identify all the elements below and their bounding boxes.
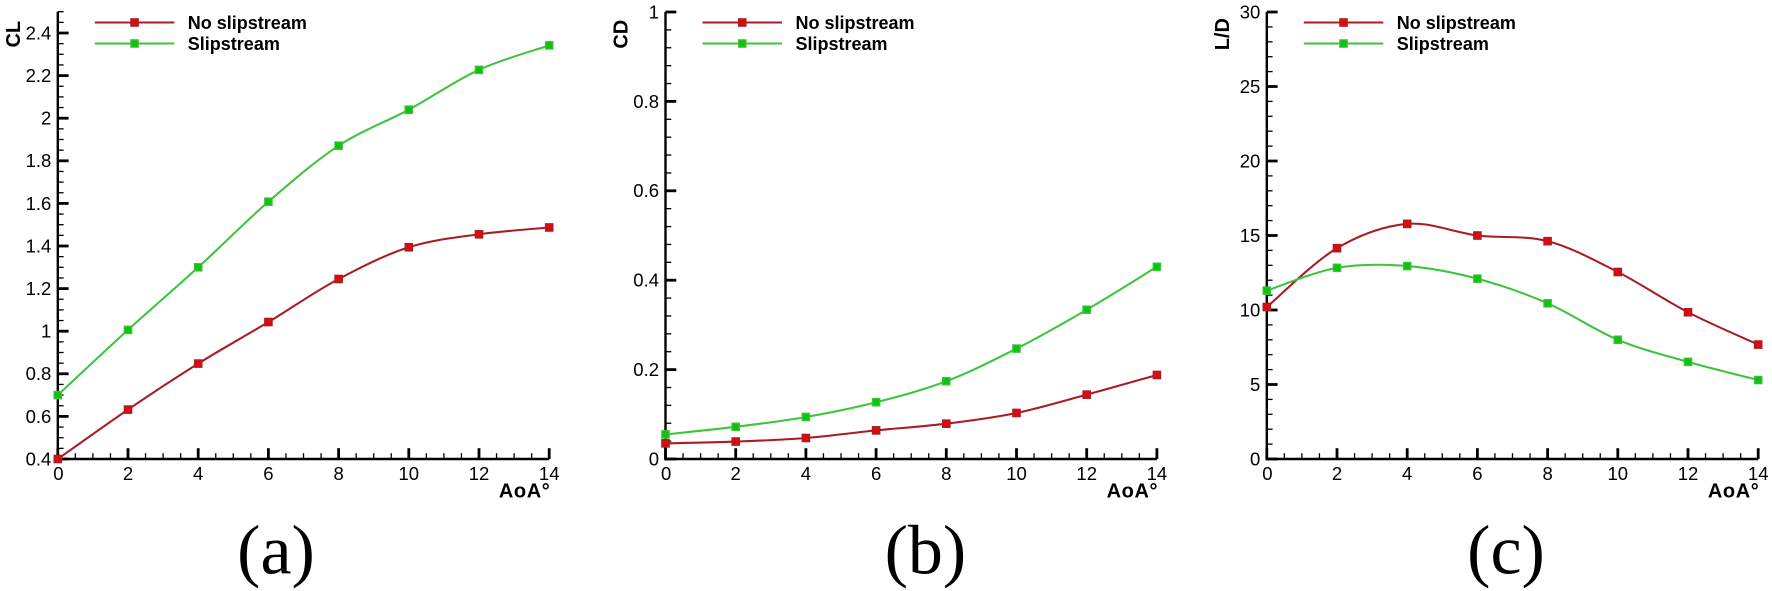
svg-text:(c): (c) <box>1467 513 1545 590</box>
svg-text:2.2: 2.2 <box>26 65 52 86</box>
svg-text:Slipstream: Slipstream <box>796 34 888 54</box>
svg-text:10: 10 <box>1608 463 1629 484</box>
svg-text:8: 8 <box>941 463 951 484</box>
svg-text:8: 8 <box>333 463 343 484</box>
svg-text:AoA°: AoA° <box>499 481 551 503</box>
svg-text:2: 2 <box>731 463 741 484</box>
svg-text:1.8: 1.8 <box>26 150 52 171</box>
svg-text:14: 14 <box>539 463 560 484</box>
svg-text:6: 6 <box>1472 463 1482 484</box>
svg-text:1: 1 <box>649 1 659 22</box>
svg-text:10: 10 <box>399 463 420 484</box>
svg-text:2.4: 2.4 <box>26 22 52 43</box>
svg-text:0.4: 0.4 <box>26 448 52 469</box>
svg-text:Slipstream: Slipstream <box>1397 34 1489 54</box>
svg-text:12: 12 <box>469 463 490 484</box>
svg-text:1.6: 1.6 <box>26 193 52 214</box>
svg-text:8: 8 <box>1542 463 1552 484</box>
svg-text:No slipstream: No slipstream <box>796 13 915 33</box>
svg-text:25: 25 <box>1240 76 1261 97</box>
svg-text:2: 2 <box>1332 463 1342 484</box>
svg-text:1.4: 1.4 <box>26 235 52 256</box>
svg-text:0.4: 0.4 <box>633 270 659 291</box>
svg-text:10: 10 <box>1240 299 1261 320</box>
svg-text:5: 5 <box>1250 374 1260 395</box>
svg-text:0: 0 <box>53 463 63 484</box>
svg-text:AoA°: AoA° <box>1107 481 1159 503</box>
svg-text:0.8: 0.8 <box>26 363 52 384</box>
svg-text:0.8: 0.8 <box>633 91 659 112</box>
svg-text:12: 12 <box>1076 463 1097 484</box>
svg-text:0: 0 <box>1262 463 1272 484</box>
svg-text:1: 1 <box>41 321 51 342</box>
svg-text:No slipstream: No slipstream <box>188 13 307 33</box>
svg-text:CL: CL <box>3 21 25 48</box>
svg-text:Slipstream: Slipstream <box>188 34 280 54</box>
svg-text:0: 0 <box>649 448 659 469</box>
svg-text:No slipstream: No slipstream <box>1397 13 1516 33</box>
svg-text:(b): (b) <box>885 513 967 590</box>
svg-text:1.2: 1.2 <box>26 278 52 299</box>
svg-text:2: 2 <box>41 108 51 129</box>
svg-text:6: 6 <box>871 463 881 484</box>
svg-text:20: 20 <box>1240 150 1261 171</box>
svg-text:AoA°: AoA° <box>1708 481 1760 503</box>
svg-text:0.6: 0.6 <box>26 406 52 427</box>
svg-text:2: 2 <box>123 463 133 484</box>
svg-text:12: 12 <box>1678 463 1699 484</box>
svg-text:14: 14 <box>1147 463 1168 484</box>
svg-text:0.6: 0.6 <box>633 180 659 201</box>
svg-text:30: 30 <box>1240 1 1261 22</box>
svg-text:0.2: 0.2 <box>633 359 659 380</box>
svg-text:(a): (a) <box>237 513 315 590</box>
svg-text:4: 4 <box>193 463 203 484</box>
svg-text:0: 0 <box>1250 448 1260 469</box>
svg-text:6: 6 <box>263 463 273 484</box>
svg-text:4: 4 <box>1402 463 1412 484</box>
svg-text:15: 15 <box>1240 225 1261 246</box>
svg-text:14: 14 <box>1748 463 1769 484</box>
svg-text:0: 0 <box>661 463 671 484</box>
svg-text:10: 10 <box>1006 463 1027 484</box>
svg-text:4: 4 <box>801 463 811 484</box>
svg-text:CD: CD <box>611 20 633 49</box>
svg-text:L/D: L/D <box>1212 18 1234 50</box>
